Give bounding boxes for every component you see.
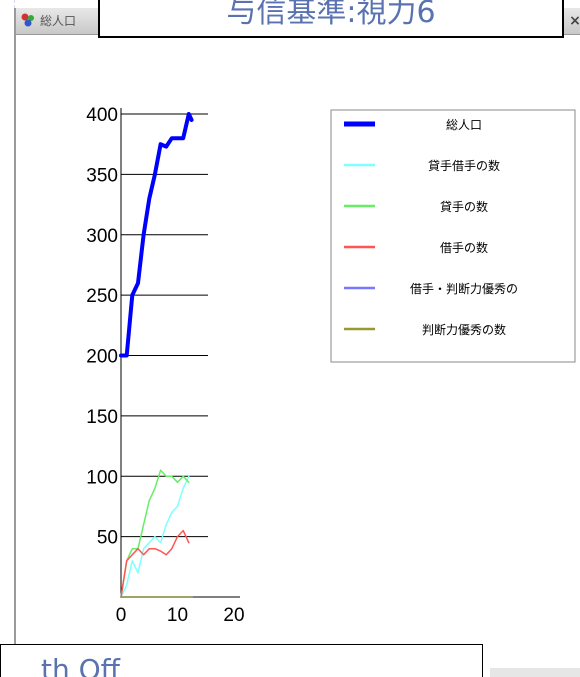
window-title: 総人口 [40,14,77,28]
legend-label: 総人口 [446,118,482,132]
y-tick-label: 150 [86,407,118,428]
series-lines [119,112,194,598]
y-tick-label: 200 [86,347,118,368]
slide-title-text: 与信基準:視力6 [226,0,436,30]
legend-label: 貸手借手の数 [428,158,500,173]
slide-title: 与信基準:視力6 [98,0,564,38]
y-tick-label: 250 [86,286,118,307]
x-tick-label: 0 [116,605,127,626]
series-line-2 [120,475,190,598]
x-axis: 0 10 20 [116,596,245,626]
legend-label: 判断力優秀の数 [422,322,506,337]
app-icon [21,13,34,27]
series-line-3 [120,469,190,598]
bottom-strip [490,668,580,677]
left-margin [0,0,15,677]
caption-box: th Off [0,644,483,677]
y-tick-label: 300 [86,226,118,247]
legend-box [330,109,576,363]
x-tick-label: 20 [223,605,244,626]
y-tick-label: 400 [86,105,118,126]
series-line-4 [120,529,190,598]
legend-label: 借手の数 [440,240,488,255]
caption-text: th Off [41,653,120,677]
x-tick-label: 10 [167,605,188,626]
y-tick-label: 350 [86,165,118,186]
legend-label: 貸手の数 [440,199,488,214]
y-axis: 50 100 150 200 250 300 350 400 [86,105,208,597]
series-line-1 [119,112,194,358]
y-tick-label: 50 [97,528,118,549]
y-tick-label: 100 [86,467,118,488]
legend-label: 借手・判断力優秀の [410,281,518,296]
chart-plot: 50 100 150 200 250 300 350 400 0 10 20 総人口貸手借手の数貸… [86,105,576,626]
close-button[interactable]: × [569,13,580,29]
